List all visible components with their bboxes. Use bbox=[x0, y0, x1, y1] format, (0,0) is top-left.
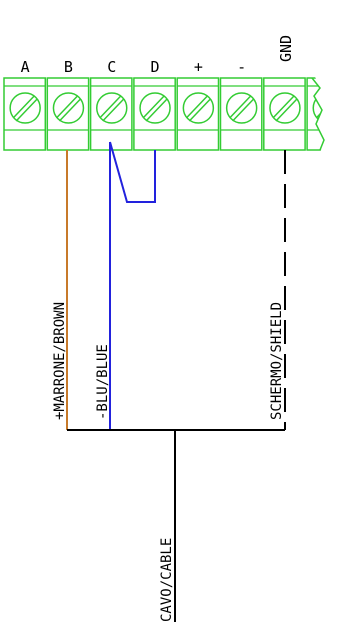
screw-slot bbox=[55, 95, 78, 119]
screw bbox=[52, 92, 85, 124]
screw bbox=[269, 92, 301, 124]
screw-slot bbox=[272, 95, 295, 119]
screw bbox=[182, 92, 215, 124]
screw-slot bbox=[102, 98, 125, 122]
shield-label: SCHERMO/SHIELD bbox=[269, 302, 285, 420]
terminal-label: C bbox=[107, 58, 116, 76]
terminal-label: B bbox=[64, 58, 73, 76]
terminal-label: + bbox=[194, 58, 203, 76]
brown-label: +MARRONE/BROWN bbox=[52, 302, 68, 420]
terminal-label: D bbox=[151, 58, 160, 76]
screw-slot bbox=[99, 95, 122, 119]
screw bbox=[225, 92, 258, 124]
terminal-label: GND bbox=[277, 35, 295, 62]
screw-slot bbox=[232, 98, 255, 122]
screw bbox=[139, 92, 171, 124]
screw-slot bbox=[142, 95, 165, 119]
screw-slot bbox=[12, 95, 35, 119]
terminal-label: - bbox=[237, 58, 246, 76]
block-cut-edge bbox=[311, 77, 325, 151]
blue-label: -BLU/BLUE bbox=[95, 344, 111, 420]
screw bbox=[9, 92, 41, 124]
screw-slot bbox=[145, 98, 168, 122]
screw bbox=[96, 92, 128, 124]
screw-slot bbox=[15, 98, 38, 122]
screw-slot bbox=[229, 95, 252, 119]
screw-slot bbox=[188, 98, 211, 122]
terminal-label: A bbox=[21, 58, 30, 76]
screw-slot bbox=[275, 98, 298, 122]
bridge-wire bbox=[109, 141, 156, 203]
screw bbox=[312, 92, 324, 124]
cable-label: CAVO/CABLE bbox=[159, 538, 175, 622]
screw-slot bbox=[58, 98, 81, 122]
terminal-block bbox=[3, 77, 324, 151]
screw-slot bbox=[185, 95, 208, 119]
